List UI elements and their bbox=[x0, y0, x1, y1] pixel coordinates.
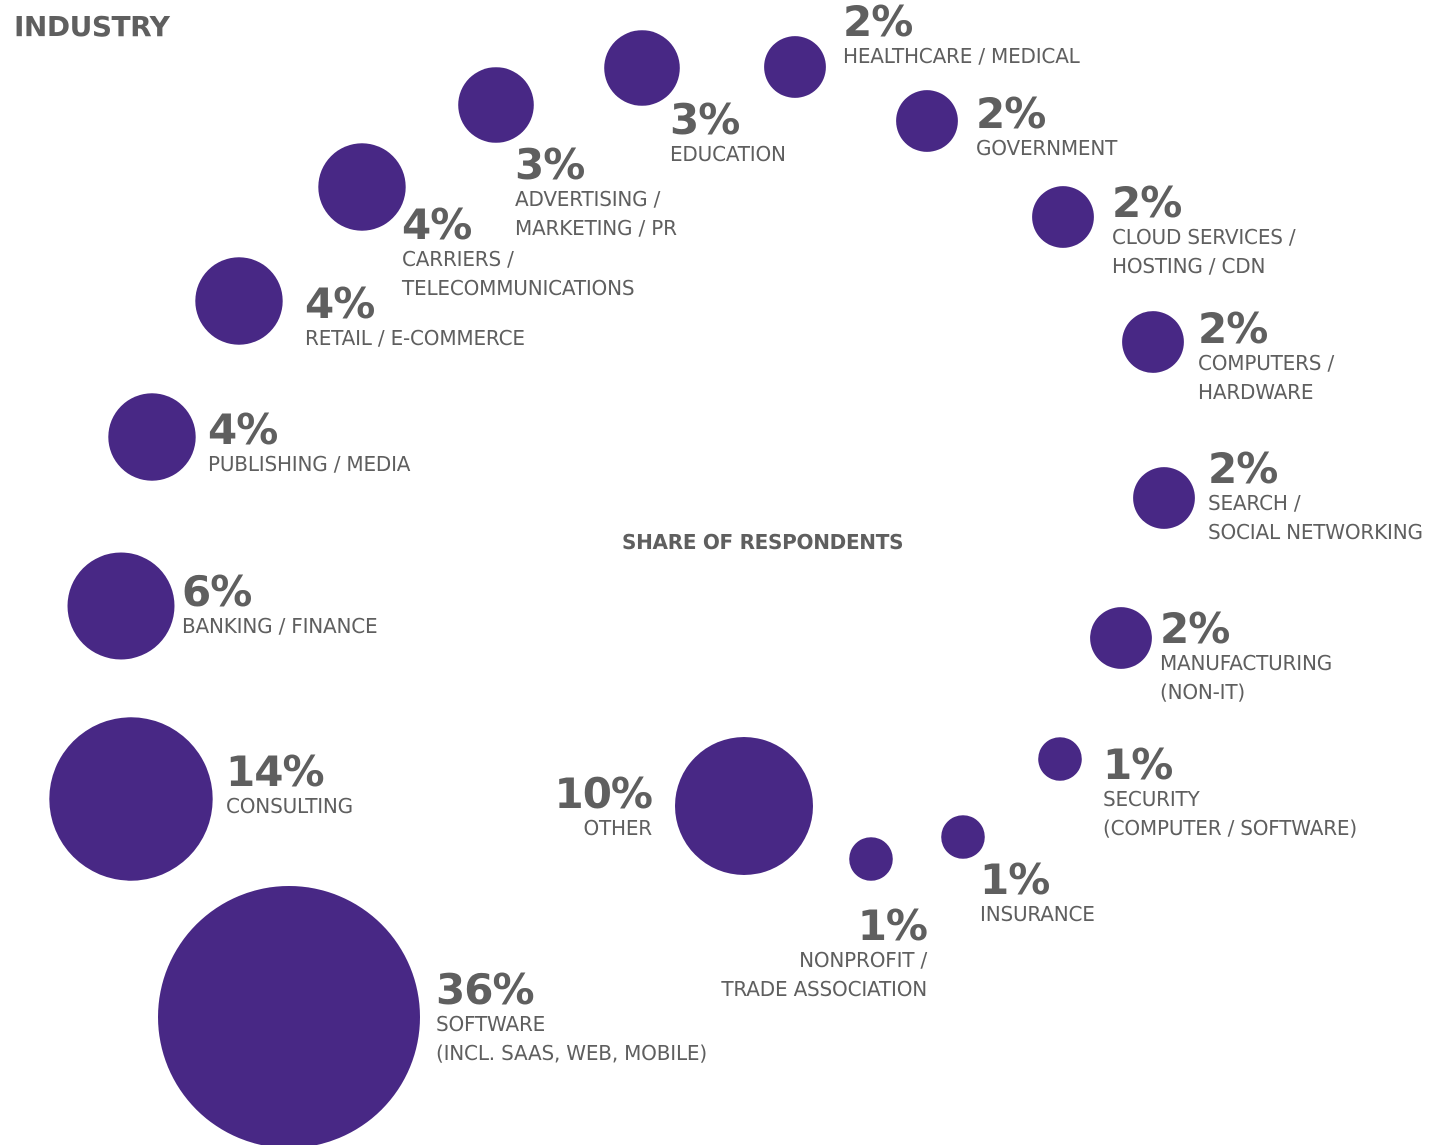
percent-value: 1% bbox=[980, 855, 1050, 904]
bubble-banking-finance bbox=[67, 552, 175, 660]
bubble-cloud-services-hosting-cdn bbox=[1032, 186, 1094, 248]
category-label-line: TRADE ASSOCIATION bbox=[721, 977, 927, 1001]
bubble-advertising-marketing-pr bbox=[458, 67, 534, 143]
category-label-line: HEALTHCARE / MEDICAL bbox=[843, 44, 1080, 68]
percent-value: 2% bbox=[1112, 178, 1182, 227]
percent-value: 2% bbox=[1208, 444, 1278, 493]
category-label-line: OTHER bbox=[583, 816, 652, 840]
category-label-line: BANKING / FINANCE bbox=[182, 614, 378, 638]
category-label-line: CLOUD SERVICES / bbox=[1112, 225, 1296, 249]
bubble-label-manufacturing-non-it: 2% MANUFACTURING (NON-IT) bbox=[1160, 604, 1333, 707]
percent-value: 4% bbox=[305, 279, 375, 328]
bubble-carriers-telecommunications bbox=[318, 143, 406, 231]
bubble-label-consulting: 14% CONSULTING bbox=[226, 747, 353, 821]
percent-value: 2% bbox=[1160, 604, 1230, 653]
category-label-line: (INCL. SAAS, WEB, MOBILE) bbox=[436, 1041, 707, 1065]
percent-value: 10% bbox=[554, 769, 653, 818]
chart-subtitle: SHARE OF RESPONDENTS bbox=[622, 530, 904, 554]
category-label-line: (COMPUTER / SOFTWARE) bbox=[1103, 816, 1357, 840]
category-label-line: INSURANCE bbox=[980, 902, 1095, 926]
bubble-manufacturing-non-it bbox=[1090, 607, 1152, 669]
bubble-label-other: 10% OTHER bbox=[554, 769, 653, 843]
percent-value: 1% bbox=[1103, 740, 1173, 789]
bubble-label-retail-e-commerce: 4% RETAIL / E-COMMERCE bbox=[305, 279, 525, 353]
chart-title: INDUSTRY bbox=[14, 10, 170, 43]
category-label-line: MARKETING / PR bbox=[515, 216, 677, 240]
bubble-search-social-networking bbox=[1133, 467, 1195, 529]
bubble-label-government: 2% GOVERNMENT bbox=[976, 89, 1118, 163]
bubble-label-search-social-networking: 2% SEARCH / SOCIAL NETWORKING bbox=[1208, 444, 1423, 547]
category-label-line: SOFTWARE bbox=[436, 1012, 546, 1036]
bubble-label-security-computer-software: 1% SECURITY (COMPUTER / SOFTWARE) bbox=[1103, 740, 1357, 843]
category-label-line: RETAIL / E-COMMERCE bbox=[305, 326, 525, 350]
category-label-line: SECURITY bbox=[1103, 787, 1200, 811]
bubble-label-education: 3% EDUCATION bbox=[670, 95, 786, 169]
bubble-label-carriers-telecommunications: 4% CARRIERS / TELECOMMUNICATIONS bbox=[402, 200, 635, 303]
bubble-label-insurance: 1% INSURANCE bbox=[980, 855, 1095, 929]
bubble-software-incl-saas-web-mobile bbox=[158, 886, 420, 1145]
category-label-line: CONSULTING bbox=[226, 794, 353, 818]
category-label-line: TELECOMMUNICATIONS bbox=[402, 276, 635, 300]
bubble-nonprofit-trade-association bbox=[849, 837, 893, 881]
bubble-label-software-incl-saas-web-mobile: 36% SOFTWARE (INCL. SAAS, WEB, MOBILE) bbox=[436, 965, 707, 1068]
bubble-label-publishing-media: 4% PUBLISHING / MEDIA bbox=[208, 405, 411, 479]
category-label-line: HARDWARE bbox=[1198, 380, 1314, 404]
category-label-line: COMPUTERS / bbox=[1198, 351, 1335, 375]
category-label-line: SOCIAL NETWORKING bbox=[1208, 520, 1423, 544]
percent-value: 14% bbox=[226, 747, 325, 796]
percent-value: 4% bbox=[208, 405, 278, 454]
percent-value: 6% bbox=[182, 567, 252, 616]
percent-value: 2% bbox=[843, 0, 913, 46]
bubble-other bbox=[675, 737, 813, 875]
percent-value: 1% bbox=[857, 901, 928, 950]
category-label-line: MANUFACTURING bbox=[1160, 651, 1333, 675]
percent-value: 3% bbox=[515, 140, 585, 189]
category-label-line: NONPROFIT / bbox=[799, 948, 927, 972]
category-label-line: PUBLISHING / MEDIA bbox=[208, 452, 411, 476]
bubble-healthcare-medical bbox=[764, 36, 826, 98]
category-label-line: ADVERTISING / bbox=[515, 187, 661, 211]
bubble-publishing-media bbox=[108, 393, 196, 481]
category-label-line: HOSTING / CDN bbox=[1112, 254, 1266, 278]
bubble-government bbox=[896, 90, 958, 152]
bubble-label-computers-hardware: 2% COMPUTERS / HARDWARE bbox=[1198, 304, 1335, 407]
bubble-security-computer-software bbox=[1038, 737, 1082, 781]
category-label-line: SEARCH / bbox=[1208, 491, 1301, 515]
category-label-line: CARRIERS / bbox=[402, 247, 514, 271]
bubble-label-nonprofit-trade-association: 1% NONPROFIT / TRADE ASSOCIATION bbox=[721, 901, 928, 1004]
percent-value: 3% bbox=[670, 95, 740, 144]
bubble-label-banking-finance: 6% BANKING / FINANCE bbox=[182, 567, 378, 641]
percent-value: 2% bbox=[1198, 304, 1268, 353]
category-label-line: EDUCATION bbox=[670, 142, 786, 166]
category-label-line: GOVERNMENT bbox=[976, 136, 1118, 160]
bubble-education bbox=[604, 30, 680, 106]
bubble-label-healthcare-medical: 2% HEALTHCARE / MEDICAL bbox=[843, 0, 1080, 71]
bubble-retail-e-commerce bbox=[195, 257, 283, 345]
bubble-label-cloud-services-hosting-cdn: 2% CLOUD SERVICES / HOSTING / CDN bbox=[1112, 178, 1296, 281]
percent-value: 4% bbox=[402, 200, 472, 249]
bubble-computers-hardware bbox=[1122, 311, 1184, 373]
category-label-line: (NON-IT) bbox=[1160, 680, 1246, 704]
percent-value: 36% bbox=[436, 965, 535, 1014]
bubble-insurance bbox=[941, 815, 985, 859]
bubble-consulting bbox=[49, 717, 213, 881]
bubble-label-advertising-marketing-pr: 3% ADVERTISING / MARKETING / PR bbox=[515, 140, 677, 243]
percent-value: 2% bbox=[976, 89, 1046, 138]
